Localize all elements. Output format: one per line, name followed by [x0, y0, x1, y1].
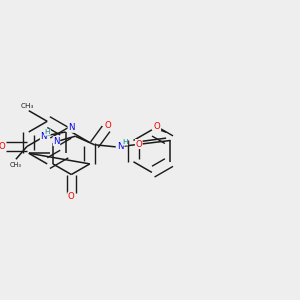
- Text: O: O: [154, 122, 160, 131]
- Text: H: H: [45, 129, 50, 135]
- Text: O: O: [0, 142, 5, 151]
- Text: CH₃: CH₃: [21, 103, 34, 109]
- Text: O: O: [104, 121, 111, 130]
- Text: N: N: [68, 123, 75, 132]
- Text: N: N: [53, 136, 60, 146]
- Text: O: O: [68, 192, 75, 201]
- Text: H: H: [122, 139, 128, 145]
- Text: N: N: [118, 142, 124, 151]
- Text: O: O: [135, 140, 142, 148]
- Text: CH₃: CH₃: [10, 161, 22, 167]
- Text: N: N: [40, 133, 47, 142]
